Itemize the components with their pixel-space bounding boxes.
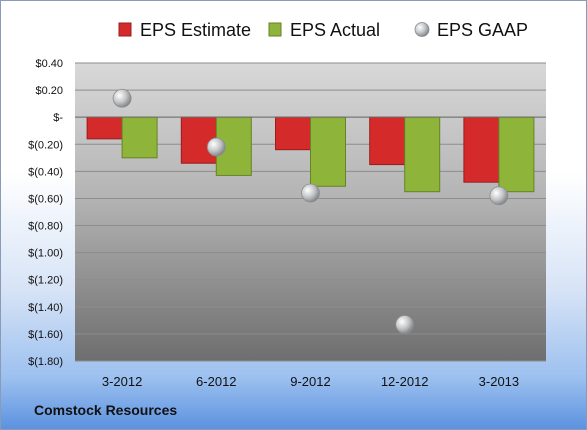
y-tick-label: $(1.20) <box>28 275 63 287</box>
eps-estimate-legend-swatch <box>118 22 132 37</box>
eps-actual-bar <box>310 116 346 187</box>
eps-gaap-point <box>206 137 226 157</box>
y-tick-label: $(0.20) <box>28 139 63 151</box>
eps-gaap-point <box>301 183 320 203</box>
x-tick-label: 3-2013 <box>479 374 519 389</box>
y-tick-label: $0.20 <box>35 85 63 97</box>
x-tick-label: 3-2012 <box>102 374 142 389</box>
y-tick-label: $(1.00) <box>28 248 63 260</box>
eps-actual-legend-swatch <box>268 22 282 37</box>
eps-actual-bar <box>404 116 441 193</box>
eps-actual-bar <box>498 116 535 193</box>
eps-gaap-point <box>395 315 415 334</box>
eps-gaap-legend-swatch <box>414 22 430 37</box>
x-tick-label: 9-2012 <box>290 374 330 389</box>
y-tick-label: $0.40 <box>35 58 63 70</box>
legend: EPS Estimate EPS Actual EPS GAAP <box>118 20 528 40</box>
plot-background <box>75 63 546 361</box>
x-tick-label: 12-2012 <box>381 374 429 389</box>
legend-label: EPS Estimate <box>140 20 251 40</box>
y-tick-label: $(0.60) <box>28 193 63 205</box>
eps-estimate-bar <box>275 116 311 151</box>
legend-label: EPS GAAP <box>437 20 528 40</box>
x-tick-label: 6-2012 <box>196 374 236 389</box>
eps-estimate-bar <box>369 116 406 166</box>
eps-estimate-bar <box>463 116 500 183</box>
eps-actual-bar <box>121 116 158 159</box>
eps-estimate-bar <box>86 116 123 140</box>
y-tick-label: $(1.40) <box>28 302 63 314</box>
y-tick-label: $(0.80) <box>28 221 63 233</box>
plot-area: $0.40 $0.20 $- $(0.20) $(0.40) $(0.60) $(0.80)… <box>28 58 546 389</box>
y-tick-label: $- <box>53 112 63 124</box>
y-tick-label: $(1.80) <box>28 356 63 368</box>
y-tick-label: $(0.40) <box>28 166 63 178</box>
legend-label: EPS Actual <box>290 20 380 40</box>
eps-gaap-point <box>112 88 132 108</box>
y-tick-label: $(1.60) <box>28 329 63 341</box>
company-name: Comstock Resources <box>34 402 178 418</box>
eps-gaap-point <box>489 186 509 206</box>
